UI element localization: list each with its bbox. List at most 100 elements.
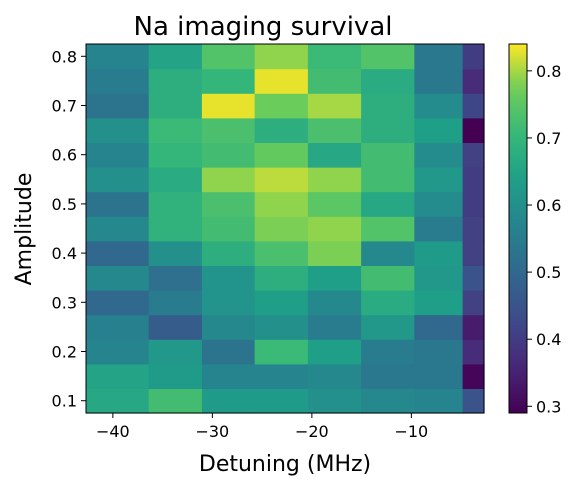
heatmap-cell (148, 191, 203, 217)
heatmap-cell (462, 363, 485, 389)
heatmap-cell (254, 93, 309, 119)
heatmap-cells (86, 44, 485, 414)
heatmap-cell (86, 44, 150, 70)
heatmap-cell (254, 290, 309, 316)
heatmap-cell (254, 44, 309, 70)
heatmap-cell (361, 117, 415, 143)
heatmap-cell (201, 339, 256, 365)
x-tick-label: −30 (195, 422, 229, 441)
heatmap-cell (201, 142, 256, 168)
heatmap-cell (148, 339, 203, 365)
heatmap-cell (361, 44, 415, 70)
heatmap-cell (361, 93, 415, 119)
heatmap-cell (414, 388, 464, 414)
heatmap-cell (414, 363, 464, 389)
heatmap-cell (201, 167, 256, 193)
y-tick-label: 0.3 (52, 293, 77, 312)
colorbar (508, 43, 528, 414)
heatmap-cell (254, 363, 309, 389)
heatmap-cell (361, 68, 415, 94)
heatmap-cell (201, 68, 256, 94)
x-axis-label: Detuning (MHz) (199, 452, 371, 477)
heatmap-cell (462, 290, 485, 316)
heatmap-cell (361, 265, 415, 291)
heatmap-cell (148, 93, 203, 119)
heatmap-cell (414, 93, 464, 119)
heatmap-cell (86, 142, 150, 168)
heatmap-cell (254, 191, 309, 217)
heatmap-cell (201, 44, 256, 70)
heatmap-cell (462, 216, 485, 242)
heatmap-cell (414, 339, 464, 365)
heatmap-cell (414, 142, 464, 168)
x-tick-label: −20 (295, 422, 329, 441)
heatmap-cell (254, 265, 309, 291)
heatmap-cell (254, 240, 309, 266)
colorbar-tick-label: 0.8 (536, 62, 561, 81)
heatmap-cell (148, 142, 203, 168)
heatmap-cell (361, 216, 415, 242)
colorbar-ticks: 0.3 0.4 0.5 0.6 0.7 0.8 (527, 62, 561, 416)
heatmap-cell (361, 167, 415, 193)
heatmap-cell (86, 240, 150, 266)
heatmap-cell (361, 191, 415, 217)
heatmap-cell (414, 68, 464, 94)
heatmap-cell (462, 167, 485, 193)
x-axis-ticks: −40 −30 −20 −10 (96, 413, 428, 441)
heatmap-cell (361, 290, 415, 316)
heatmap-cell (148, 216, 203, 242)
colorbar-tick-label: 0.7 (536, 129, 561, 148)
heatmap-cell (462, 142, 485, 168)
heatmap-cell (254, 142, 309, 168)
heatmap-cell (414, 265, 464, 291)
heatmap-cell (462, 339, 485, 365)
heatmap-cell (414, 117, 464, 143)
heatmap-cell (307, 314, 362, 340)
heatmap-cell (462, 44, 485, 70)
heatmap-cell (86, 314, 150, 340)
x-tick-label: −40 (96, 422, 130, 441)
heatmap-cell (148, 167, 203, 193)
chart-title: Na imaging survival (134, 12, 393, 42)
heatmap-cell (148, 388, 203, 414)
y-tick-label: 0.1 (52, 392, 77, 411)
heatmap-cell (86, 191, 150, 217)
heatmap-cell (307, 339, 362, 365)
heatmap-cell (462, 68, 485, 94)
y-tick-label: 0.5 (52, 195, 77, 214)
y-tick-label: 0.7 (52, 97, 77, 116)
heatmap-cell (201, 216, 256, 242)
heatmap-cell (86, 388, 150, 414)
heatmap-cell (148, 314, 203, 340)
colorbar-tick-label: 0.5 (536, 263, 561, 282)
heatmap-cell (307, 167, 362, 193)
heatmap-cell (201, 191, 256, 217)
y-tick-label: 0.6 (52, 146, 77, 165)
heatmap-cell (361, 388, 415, 414)
heatmap-cell (307, 117, 362, 143)
y-axis-ticks: 0.1 0.2 0.3 0.4 0.5 0.6 0.7 0.8 (52, 47, 86, 411)
heatmap-cell (462, 265, 485, 291)
heatmap-cell (254, 314, 309, 340)
heatmap-cell (86, 363, 150, 389)
heatmap-cell (201, 93, 256, 119)
heatmap-cell (307, 363, 362, 389)
heatmap-cell (86, 117, 150, 143)
heatmap-cell (414, 191, 464, 217)
heatmap-cell (307, 93, 362, 119)
heatmap-cell (148, 240, 203, 266)
heatmap-cell (86, 339, 150, 365)
heatmap-cell (86, 216, 150, 242)
heatmap-cell (201, 363, 256, 389)
heatmap-cell (307, 68, 362, 94)
heatmap-cell (462, 93, 485, 119)
heatmap-cell (254, 167, 309, 193)
plot-frame (85, 43, 485, 414)
heatmap-cell (148, 363, 203, 389)
heatmap-cell (201, 290, 256, 316)
heatmap-cell (86, 265, 150, 291)
heatmap-cell (414, 216, 464, 242)
heatmap-cell (462, 240, 485, 266)
x-tick-label: −10 (394, 422, 428, 441)
